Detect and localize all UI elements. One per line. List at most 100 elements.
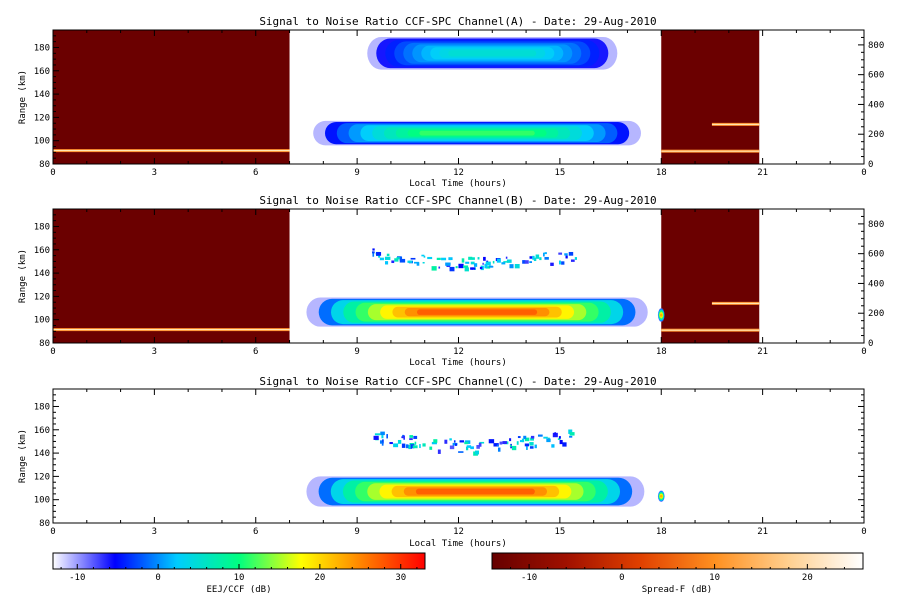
spreadf-trace-core xyxy=(661,329,760,331)
right-y-tick-label: 200 xyxy=(868,130,884,140)
echo-speck xyxy=(464,441,469,445)
echo-speck xyxy=(477,257,480,260)
echo-speck xyxy=(492,260,495,264)
spreadf-trace-core xyxy=(711,123,760,125)
echo-speck xyxy=(509,438,512,442)
echo-speck xyxy=(565,255,568,259)
echo-speck xyxy=(529,446,534,449)
echo-speck xyxy=(521,438,525,443)
x-tick-label: 15 xyxy=(554,168,565,178)
echo-speck xyxy=(517,436,521,439)
echo-speck xyxy=(422,443,426,447)
colorbar-tick-label: 20 xyxy=(314,573,325,583)
echo-speck xyxy=(410,257,416,260)
echo-speck xyxy=(509,444,512,447)
echo-speck xyxy=(466,445,472,448)
echo-speck xyxy=(530,435,535,439)
x-tick-label: 18 xyxy=(656,527,667,537)
echo-speck xyxy=(455,266,458,269)
echo-speck xyxy=(496,258,501,263)
echo-speck xyxy=(459,440,465,443)
echo-speck xyxy=(542,252,545,257)
echo-speck xyxy=(524,437,530,442)
panel-a: Signal to Noise Ratio CCF-SPC Channel(A)… xyxy=(18,15,884,189)
echo-speck xyxy=(401,443,406,448)
panel-a-ylabel: Range (km) xyxy=(18,70,28,124)
echo-speck xyxy=(473,263,478,267)
echo-speck xyxy=(409,438,413,441)
echo-speck xyxy=(446,265,451,268)
echo-speck xyxy=(529,256,533,259)
echo-speck xyxy=(488,265,493,268)
y-tick-label: 100 xyxy=(34,496,50,506)
echo-speck xyxy=(483,256,486,261)
spreadf-trace-core xyxy=(53,329,290,331)
echo-speck xyxy=(407,260,413,263)
echo-speck xyxy=(449,257,452,261)
panel-b-title: Signal to Noise Ratio CCF-SPC Channel(B)… xyxy=(259,194,656,207)
right-y-tick-label: 600 xyxy=(868,71,884,81)
echo-speck xyxy=(558,436,561,439)
echo-speck xyxy=(391,260,395,264)
echo-speck xyxy=(569,432,575,436)
echo-speck xyxy=(433,439,438,443)
x-tick-label: 0 xyxy=(50,168,55,178)
echo-speck xyxy=(485,266,491,269)
echo-speck xyxy=(401,436,404,439)
echo-speck xyxy=(509,264,514,269)
y-tick-label: 180 xyxy=(34,43,50,53)
right-y-tick-label: 400 xyxy=(868,279,884,289)
echo-speck xyxy=(524,443,530,447)
echo-speck xyxy=(503,261,509,263)
right-y-tick-label: 0 xyxy=(868,160,873,170)
panel-c-ylabel: Range (km) xyxy=(18,429,28,483)
x-tick-label: 3 xyxy=(152,527,157,537)
colorbar-tick-label: 0 xyxy=(619,573,624,583)
echo-speck xyxy=(441,257,447,261)
echo-speck xyxy=(543,436,548,439)
plot-area xyxy=(53,30,760,164)
echo-speck xyxy=(501,262,506,265)
y-tick-label: 180 xyxy=(34,222,50,232)
echo-speck xyxy=(534,444,537,449)
x-tick-label: 0 xyxy=(50,527,55,537)
echo-speck xyxy=(429,446,433,450)
echo-speck xyxy=(464,267,469,272)
echo-speck xyxy=(437,449,441,454)
echo-speck xyxy=(394,258,399,262)
echo-speck xyxy=(523,435,527,440)
echo-speck xyxy=(485,261,491,266)
echo-speck xyxy=(431,441,437,445)
colorbar-tick-label: 30 xyxy=(395,573,406,583)
panel-b-ylabel: Range (km) xyxy=(18,249,28,303)
spreadf-interval xyxy=(53,209,290,343)
echo-speck xyxy=(529,261,533,264)
echo-speck xyxy=(562,442,567,447)
x-tick-label: 0 xyxy=(861,527,866,537)
echo-speck xyxy=(431,266,437,271)
echo-speck xyxy=(393,443,399,448)
echo-speck xyxy=(455,443,457,446)
echo-speck xyxy=(546,438,551,443)
echo-speck xyxy=(465,261,470,264)
echo-speck xyxy=(535,254,540,259)
echo-speck xyxy=(403,435,405,440)
echo-speck xyxy=(551,444,555,448)
x-tick-label: 21 xyxy=(757,527,768,537)
y-tick-label: 120 xyxy=(34,113,50,123)
echo-speck xyxy=(381,435,384,439)
x-tick-label: 21 xyxy=(757,168,768,178)
x-tick-label: 3 xyxy=(152,347,157,357)
echo-speck xyxy=(419,444,421,449)
y-tick-label: 80 xyxy=(39,160,50,170)
echo-speck xyxy=(529,442,534,446)
echo-speck xyxy=(568,429,573,434)
spreadf-interval xyxy=(661,30,760,164)
x-tick-label: 9 xyxy=(354,168,359,178)
echo-speck xyxy=(506,259,512,263)
echo-speck xyxy=(532,255,535,260)
colorbar-tick-label: -10 xyxy=(521,573,537,583)
echo-speck xyxy=(421,254,425,257)
echo-speck xyxy=(414,441,417,445)
